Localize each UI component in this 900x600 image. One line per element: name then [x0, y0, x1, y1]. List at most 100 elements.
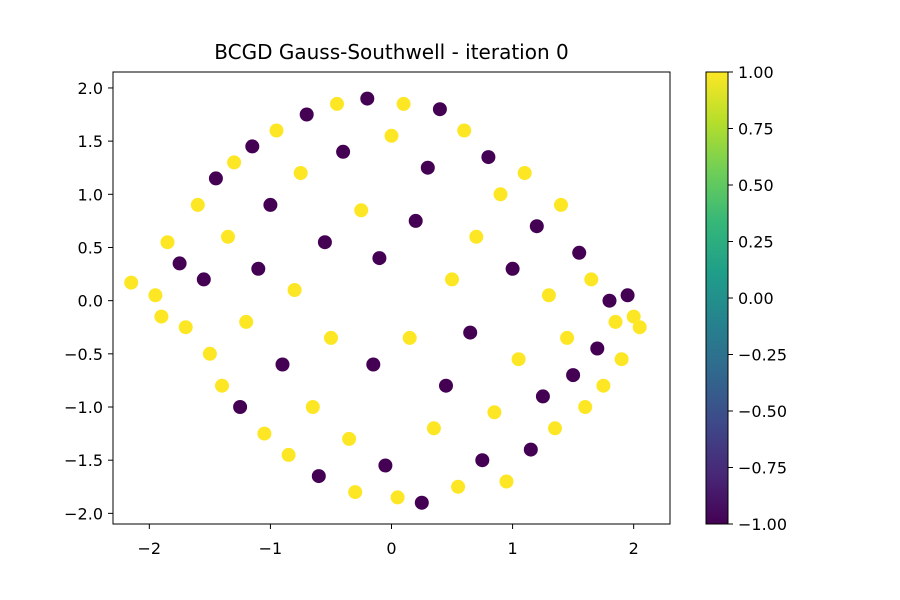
data-point [196, 272, 211, 287]
data-point [566, 368, 581, 383]
data-point [414, 495, 429, 510]
data-point [402, 330, 417, 345]
chart-title: BCGD Gauss-Southwell - iteration 0 [214, 40, 568, 64]
data-point [287, 283, 302, 297]
data-point [408, 213, 423, 228]
data-point [614, 352, 629, 367]
y-tick-label: −1.0 [64, 398, 103, 417]
data-point [602, 293, 617, 308]
data-point [469, 229, 484, 244]
data-point [529, 219, 544, 234]
data-point [626, 309, 641, 324]
data-point [154, 309, 169, 324]
scatter-points [124, 91, 647, 510]
data-point [426, 421, 441, 436]
data-point [160, 235, 175, 250]
data-point [233, 400, 248, 414]
y-tick-label: −1.5 [64, 451, 103, 470]
data-point [384, 128, 399, 143]
data-point [269, 123, 284, 138]
data-point [584, 272, 599, 287]
data-point [354, 203, 369, 218]
data-point [281, 447, 296, 462]
y-tick-label: 0.0 [78, 292, 103, 311]
y-tick-label: 2.0 [78, 79, 103, 98]
data-point [475, 453, 490, 468]
data-point [330, 96, 344, 111]
data-point [215, 378, 229, 393]
data-point [372, 251, 387, 266]
data-point [517, 166, 532, 180]
x-tick-label: −2 [138, 539, 162, 558]
colorbar-tick-label: −0.25 [738, 346, 787, 365]
data-point [190, 197, 205, 212]
data-point [439, 378, 453, 393]
data-point [348, 485, 363, 500]
data-point [451, 479, 466, 494]
data-point [366, 357, 381, 372]
data-point [293, 166, 308, 180]
data-point [390, 490, 405, 505]
data-point [548, 421, 562, 436]
x-axis: −2 −1 0 1 2 [138, 524, 639, 558]
colorbar [705, 71, 729, 525]
colorbar-tick-label: 0.50 [738, 176, 774, 195]
colorbar-tick-label: −1.00 [738, 515, 787, 534]
data-point [324, 330, 338, 345]
colorbar-tick-label: 1.00 [738, 63, 774, 82]
data-point [299, 107, 314, 122]
data-point [251, 261, 266, 276]
data-point [541, 288, 556, 303]
data-point [481, 150, 496, 165]
data-point [620, 288, 635, 303]
data-point [420, 160, 435, 175]
data-point [632, 320, 647, 335]
data-point [124, 275, 139, 290]
data-point [311, 469, 326, 484]
data-point [396, 96, 411, 111]
data-point [432, 102, 447, 117]
data-point [445, 272, 459, 287]
data-point [317, 235, 332, 250]
y-axis: 2.0 1.5 1.0 0.5 0.0 −0.5 −1.0 −1.5 −2.0 [64, 79, 113, 523]
data-point [263, 197, 278, 212]
data-point [221, 229, 235, 244]
data-point [457, 123, 472, 138]
data-point [463, 325, 478, 340]
data-point [511, 352, 526, 367]
data-point [342, 431, 357, 446]
data-point [590, 341, 605, 356]
data-point [178, 320, 193, 335]
y-tick-label: −2.0 [64, 504, 103, 523]
data-point [523, 442, 538, 457]
data-point [245, 139, 260, 154]
colorbar-tick-label: −0.75 [738, 459, 787, 478]
data-point [172, 256, 187, 271]
data-point [578, 400, 593, 414]
y-tick-label: 0.5 [78, 238, 103, 257]
data-point [257, 426, 272, 441]
data-point [535, 389, 550, 404]
data-point [608, 314, 623, 329]
colorbar-tick-label: 0.00 [738, 289, 774, 308]
data-point [148, 288, 163, 303]
data-point [227, 155, 242, 170]
data-point [487, 405, 502, 420]
y-tick-label: −0.5 [64, 345, 103, 364]
data-point [505, 261, 520, 276]
y-tick-label: 1.5 [78, 132, 103, 151]
colorbar-axis: 1.00 0.75 0.50 0.25 0.00 −0.25 −0.50 −0.75 −1.00 [728, 63, 787, 534]
data-point [560, 330, 575, 345]
y-tick-label: 1.0 [78, 185, 103, 204]
data-point [493, 187, 508, 202]
data-point [554, 197, 568, 212]
x-tick-label: 2 [629, 539, 639, 558]
data-point [239, 314, 254, 329]
data-point [572, 245, 587, 260]
data-point [596, 378, 611, 393]
data-point [208, 171, 223, 186]
colorbar-tick-label: 0.25 [738, 233, 774, 252]
data-point [275, 357, 290, 372]
data-point [202, 346, 217, 361]
